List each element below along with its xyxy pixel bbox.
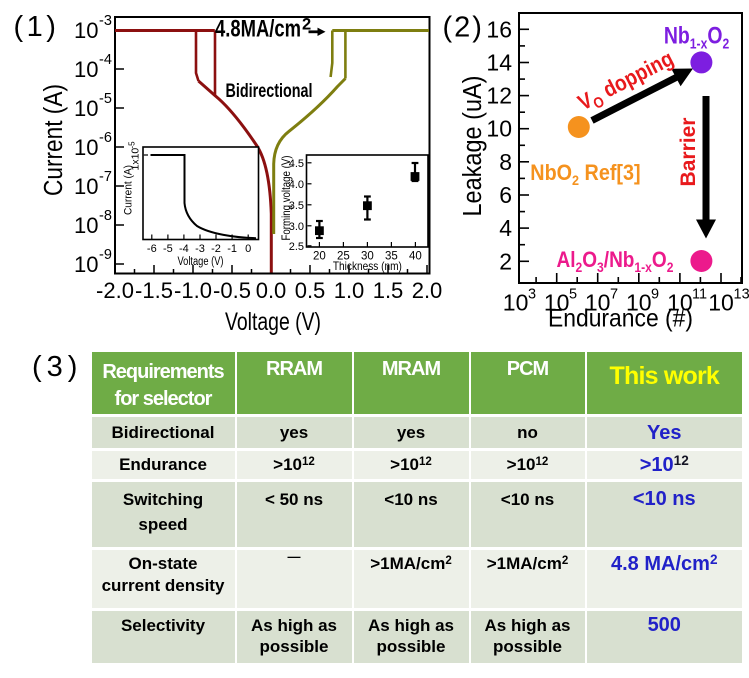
svg-text:3.5: 3.5 (289, 200, 304, 212)
svg-text:13: 13 (734, 287, 749, 303)
svg-text:4: 4 (499, 215, 512, 241)
svg-text:30: 30 (361, 251, 374, 263)
svg-text:4.5: 4.5 (289, 158, 304, 170)
svg-text:-5: -5 (128, 141, 137, 149)
svg-text:10: 10 (74, 174, 98, 199)
svg-text:-2.0: -2.0 (96, 278, 134, 303)
svg-text:0: 0 (245, 243, 251, 255)
svg-text:12: 12 (486, 83, 512, 109)
svg-text:NbO2 Ref[3]: NbO2 Ref[3] (530, 161, 640, 188)
svg-text:Current (A): Current (A) (40, 84, 68, 196)
svg-text:5: 5 (569, 287, 577, 303)
svg-text:Voltage (V): Voltage (V) (225, 308, 321, 336)
svg-text:-8: -8 (99, 208, 112, 224)
svg-text:-4: -4 (99, 52, 112, 68)
svg-text:0.0: 0.0 (256, 278, 287, 303)
svg-text:-5: -5 (99, 91, 112, 107)
svg-text:Leakage (uA): Leakage (uA) (459, 76, 487, 217)
svg-text:Forming voltage (V): Forming voltage (V) (279, 156, 293, 241)
svg-text:2: 2 (302, 16, 311, 34)
svg-text:2.5: 2.5 (289, 241, 304, 253)
svg-text:Thickness (nm): Thickness (nm) (333, 259, 402, 273)
svg-text:10: 10 (74, 252, 98, 277)
svg-text:-9: -9 (99, 247, 112, 263)
svg-text:10: 10 (544, 290, 570, 316)
svg-text:-3: -3 (195, 243, 205, 255)
svg-text:-3: -3 (99, 13, 112, 29)
svg-text:1.5: 1.5 (373, 278, 404, 303)
svg-text:-4: -4 (179, 243, 189, 255)
svg-text:10: 10 (74, 135, 98, 160)
svg-text:10: 10 (585, 290, 611, 316)
svg-text:10: 10 (503, 290, 529, 316)
svg-text:Current (A): Current (A) (123, 165, 135, 215)
svg-text:40: 40 (409, 251, 422, 263)
svg-text:16: 16 (486, 16, 512, 42)
svg-text:0.5: 0.5 (295, 278, 326, 303)
svg-text:10: 10 (626, 290, 652, 316)
svg-text:10: 10 (486, 116, 512, 142)
svg-text:-1.5: -1.5 (135, 278, 173, 303)
svg-text:1x10: 1x10 (130, 148, 142, 171)
svg-text:10: 10 (708, 290, 734, 316)
svg-text:Endurance (#): Endurance (#) (548, 305, 693, 333)
svg-text:Bidirectional: Bidirectional (226, 80, 313, 102)
svg-text:10: 10 (74, 96, 98, 121)
svg-text:-0.5: -0.5 (213, 278, 251, 303)
svg-text:(2): (2) (443, 11, 484, 43)
svg-text:-1: -1 (227, 243, 237, 255)
svg-text:3.0: 3.0 (289, 221, 304, 233)
svg-text:10: 10 (667, 290, 693, 316)
svg-text:10: 10 (74, 18, 98, 43)
svg-text:2.0: 2.0 (412, 278, 443, 303)
svg-text:10: 10 (74, 213, 98, 238)
svg-text:11: 11 (692, 287, 707, 303)
svg-text:9: 9 (651, 287, 659, 303)
svg-text:14: 14 (486, 50, 512, 76)
svg-text:3: 3 (528, 287, 536, 303)
svg-text:1.0: 1.0 (334, 278, 365, 303)
svg-text:8: 8 (499, 149, 512, 175)
svg-text:Barrier: Barrier (677, 118, 700, 187)
svg-text:-1.0: -1.0 (174, 278, 212, 303)
svg-text:Voltage (V): Voltage (V) (178, 256, 224, 268)
svg-text:(1): (1) (14, 11, 60, 43)
svg-text:4.0: 4.0 (289, 179, 304, 191)
svg-text:10: 10 (74, 57, 98, 82)
svg-text:35: 35 (385, 251, 398, 263)
svg-text:-6: -6 (147, 243, 157, 255)
svg-text:7: 7 (610, 287, 618, 303)
svg-text:25: 25 (337, 251, 350, 263)
svg-text:-6: -6 (99, 130, 112, 146)
svg-text:-2: -2 (211, 243, 221, 255)
svg-text:Al2O3/Nb1-xO2: Al2O3/Nb1-xO2 (557, 248, 674, 275)
svg-text:Nb1-xO2: Nb1-xO2 (664, 21, 730, 51)
svg-text:2: 2 (499, 248, 512, 274)
svg-text:-7: -7 (99, 169, 112, 185)
svg-text:20: 20 (313, 251, 326, 263)
svg-text:4.8MA/cm: 4.8MA/cm (215, 16, 301, 43)
svg-text:6: 6 (499, 182, 512, 208)
svg-text:-5: -5 (163, 243, 173, 255)
